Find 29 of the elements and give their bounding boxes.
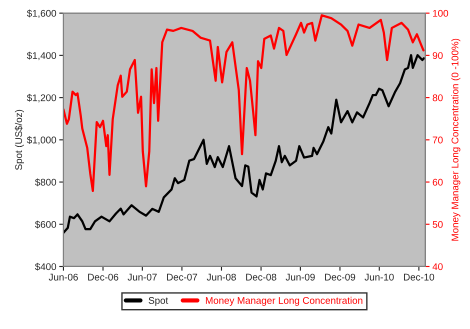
y-tick-label: $1,600 xyxy=(26,9,56,18)
x-tick-label: Dec-09 xyxy=(325,274,356,281)
legend-label: Money Manager Long Concentration xyxy=(206,296,362,306)
x-tick-label: Jun-10 xyxy=(364,274,394,281)
y2-tick-label: 90 xyxy=(432,52,443,59)
x-tick-label: Jun-06 xyxy=(48,274,78,281)
y2-tick-label: 70 xyxy=(432,136,443,144)
y-tick-label: $400 xyxy=(34,262,56,271)
y-axis-title: Spot (US$/oz) xyxy=(14,110,24,170)
x-tick-label: Jun-08 xyxy=(206,274,236,281)
y2-tick-label: 50 xyxy=(432,221,443,228)
y-tick-label: $1,200 xyxy=(26,94,56,102)
x-tick-label: Dec-10 xyxy=(404,274,434,281)
y-tick-label: $1,000 xyxy=(26,136,56,145)
x-tick-label: Dec-06 xyxy=(88,274,118,281)
y-tick-label: $600 xyxy=(34,220,56,228)
y2-tick-label: 80 xyxy=(432,94,443,102)
y2-tick-label: 40 xyxy=(432,263,443,270)
y2-tick-label: 60 xyxy=(432,178,443,186)
line-series xyxy=(63,54,425,234)
x-tick-label: Jun-07 xyxy=(128,274,157,281)
y-tick-label: $1,400 xyxy=(26,52,56,60)
x-tick-label: Jun-09 xyxy=(286,274,315,281)
y-tick-label: $800 xyxy=(34,178,56,186)
y2-axis-title: Money Manager Long Concentration (0 -100%) xyxy=(451,38,460,241)
x-tick-label: Dec-08 xyxy=(246,274,276,281)
legend-label: Spot xyxy=(148,297,168,306)
y2-tick-label: 100 xyxy=(433,10,448,17)
x-tick-label: Dec-07 xyxy=(167,274,198,281)
